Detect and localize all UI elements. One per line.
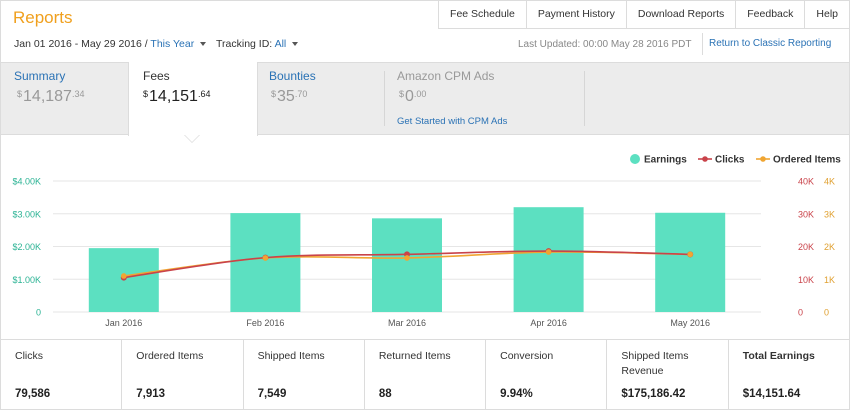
bar-earnings [513, 207, 584, 312]
stat-clicks: Clicks 79,586 [1, 340, 123, 409]
y-right-clicks-tick: 10K [798, 275, 814, 285]
bar-earnings [230, 213, 301, 312]
payment-history-link[interactable]: Payment History [525, 1, 626, 29]
y-right-clicks-tick: 0 [798, 308, 803, 318]
stat-label: Ordered Items [136, 350, 204, 362]
tab-cpm-ads[interactable]: Amazon CPM Ads $0.00 Get Started with CP… [385, 63, 585, 134]
fee-schedule-link[interactable]: Fee Schedule [438, 1, 526, 29]
bar-earnings [655, 212, 726, 312]
tracking-label: Tracking ID: [216, 38, 273, 50]
y-right-ordered-tick: 1K [824, 275, 835, 285]
legend-clicks-marker [702, 156, 708, 162]
tab-bounties[interactable]: Bounties $35.70 [257, 63, 385, 134]
y-right-ordered-tick: 4K [824, 177, 835, 187]
x-tick-label: Feb 2016 [246, 318, 284, 328]
stat-shipped-items: Shipped Items 7,549 [244, 340, 365, 409]
tab-bounties-label: Bounties [269, 69, 316, 83]
download-reports-link[interactable]: Download Reports [625, 1, 736, 29]
stat-label: Total Earnings [742, 350, 815, 362]
point-ordered-items [262, 255, 269, 261]
page-title: Reports [13, 8, 73, 27]
legend-ordered-label: Ordered Items [773, 155, 841, 166]
stat-label: Clicks [15, 350, 43, 362]
y-left-tick: $2.00K [12, 242, 41, 252]
stats-bar: Clicks 79,586 Ordered Items 7,913 Shippe… [1, 339, 849, 409]
bar-earnings [372, 218, 442, 312]
tab-fees-label: Fees [143, 69, 170, 83]
legend-clicks-label: Clicks [715, 155, 745, 166]
stat-label: Conversion [500, 350, 554, 362]
report-tabs: Summary $14,187.34 Fees $14,151.64 Bount… [1, 62, 849, 136]
y-left-tick: $1.00K [12, 275, 41, 285]
tab-summary[interactable]: Summary $14,187.34 [1, 63, 129, 134]
stat-value: $175,186.42 [621, 388, 686, 400]
stat-label: Shipped Items Revenue [621, 350, 689, 377]
active-tab-pointer-fill [185, 135, 199, 142]
period-selector[interactable]: This Year [150, 38, 195, 50]
date-range-text: Jan 01 2016 - May 29 2016 / [14, 38, 148, 50]
point-ordered-items [404, 255, 410, 261]
stat-value: $14,151.64 [742, 388, 801, 400]
y-left-tick: $4.00K [12, 177, 41, 187]
stat-total-earnings: Total Earnings $14,151.64 [729, 340, 849, 409]
y-right-clicks-tick: 20K [798, 242, 814, 252]
tab-bounties-value: $35.70 [271, 88, 308, 105]
stat-value: 7,549 [257, 388, 287, 400]
stat-value: 88 [378, 388, 392, 400]
tab-summary-label: Summary [14, 69, 66, 83]
last-updated-text: Last Updated: 00:00 May 28 2016 PDT [518, 39, 692, 50]
y-right-ordered-tick: 2K [824, 242, 835, 252]
legend-earnings-marker [630, 154, 640, 164]
y-right-clicks-tick: 30K [798, 209, 814, 219]
stat-conversion: Conversion 9.94% [486, 340, 608, 409]
earnings-chart: $4.00K 40K 4K $3.00K 30K 3K $2.00K 20K 2K $1.00K 1… [12, 154, 841, 328]
tab-cpm-value: $0.00 [399, 88, 427, 105]
x-tick-label: Apr 2016 [530, 318, 567, 328]
tab-summary-value: $14,187.34 [17, 88, 85, 105]
stat-value: 79,586 [15, 388, 51, 400]
stat-shipped-revenue: Shipped Items Revenue $175,186.42 [607, 340, 729, 409]
point-ordered-items [687, 251, 693, 258]
y-right-ordered-tick: 0 [824, 308, 829, 318]
point-ordered-items [121, 273, 127, 279]
tracking-id-filter[interactable]: Tracking ID: All [216, 38, 299, 50]
point-ordered-items [545, 249, 552, 255]
date-range-filter[interactable]: Jan 01 2016 - May 29 2016 / This Year [14, 38, 207, 50]
chevron-down-icon[interactable] [292, 42, 299, 47]
tab-fees[interactable]: Fees $14,151.64 [128, 62, 258, 136]
feedback-link[interactable]: Feedback [735, 1, 805, 29]
stat-returned-items: Returned Items 88 [365, 340, 487, 409]
y-right-clicks-tick: 40K [798, 177, 814, 187]
tracking-id-selector[interactable]: All [274, 38, 287, 50]
tab-cpm-label: Amazon CPM Ads [397, 69, 495, 83]
y-left-tick: 0 [36, 308, 41, 318]
stat-value: 9.94% [500, 388, 533, 400]
tab-fees-value: $14,151.64 [143, 88, 211, 105]
stat-label: Shipped Items [257, 350, 325, 362]
y-left-tick: $3.00K [12, 209, 41, 219]
stat-value: 7,913 [136, 388, 166, 400]
stat-ordered-items: Ordered Items 7,913 [122, 340, 244, 409]
stat-label: Returned Items [378, 350, 451, 362]
x-tick-label: May 2016 [670, 318, 710, 328]
top-nav: Fee Schedule Payment History Download Re… [438, 1, 849, 29]
chevron-down-icon[interactable] [200, 42, 207, 47]
return-classic-link[interactable]: Return to Classic Reporting [702, 33, 831, 55]
y-right-ordered-tick: 3K [824, 209, 835, 219]
help-link[interactable]: Help [804, 1, 849, 29]
get-started-cpm-link[interactable]: Get Started with CPM Ads [397, 116, 508, 127]
legend-earnings-label: Earnings [644, 155, 687, 166]
x-tick-label: Jan 2016 [105, 318, 142, 328]
x-tick-label: Mar 2016 [388, 318, 426, 328]
legend-ordered-marker [760, 156, 766, 162]
